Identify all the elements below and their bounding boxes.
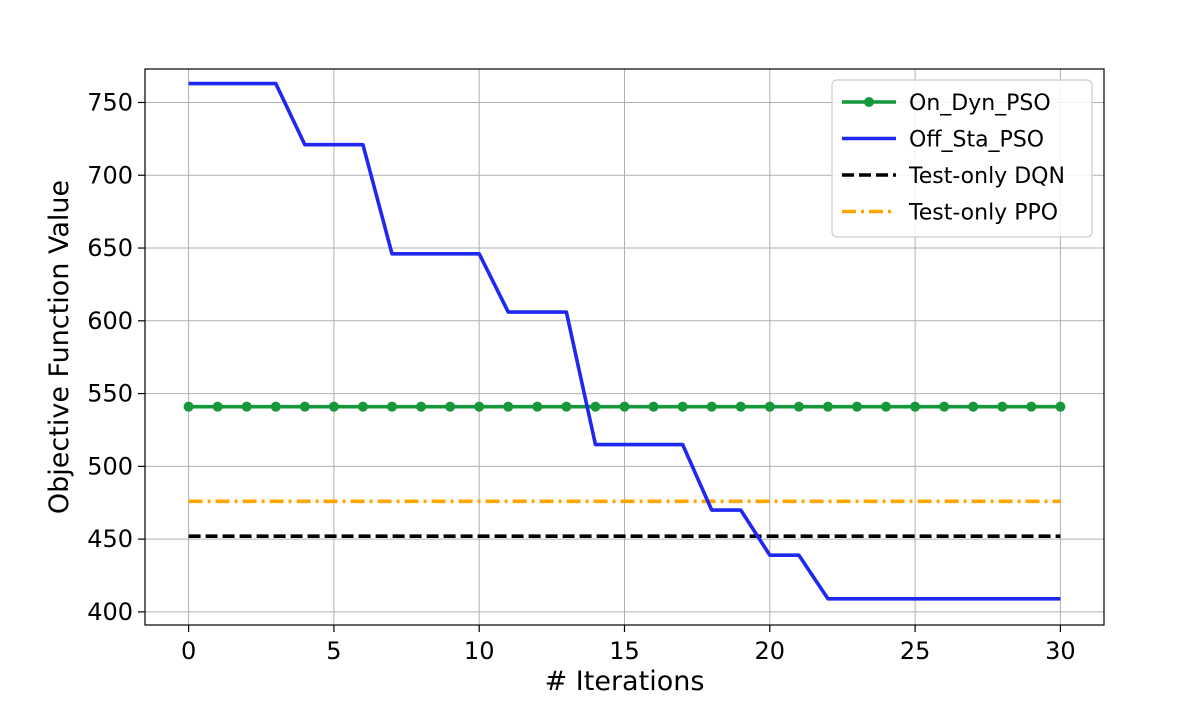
data-point-marker [299, 401, 310, 412]
data-point-marker [851, 401, 862, 412]
data-point-marker [793, 401, 804, 412]
legend-label: Test-only DQN [908, 164, 1065, 189]
data-point-marker [881, 401, 892, 412]
x-axis: 0 5 10 15 20 25 30 [181, 625, 1076, 665]
x-tick-label: 0 [181, 637, 196, 665]
x-axis-label: # Iterations [545, 666, 705, 697]
legend-label: Off_Sta_PSO [909, 128, 1044, 153]
y-tick-label: 750 [87, 88, 133, 116]
data-point-marker [735, 401, 746, 412]
y-tick-label: 550 [87, 380, 133, 408]
data-point-marker [677, 401, 688, 412]
data-point-marker [445, 401, 456, 412]
data-point-marker [619, 401, 630, 412]
data-point-marker [416, 401, 427, 412]
y-tick-label: 500 [87, 452, 133, 480]
x-tick-label: 10 [464, 637, 495, 665]
data-point-marker [1055, 401, 1066, 412]
legend-label: Test-only PPO [908, 201, 1058, 226]
data-point-marker [532, 401, 543, 412]
y-axis-label: Objective Function Value [44, 180, 75, 514]
series-layer [183, 81, 1066, 601]
data-point-marker [968, 401, 979, 412]
data-point-marker [590, 401, 601, 412]
data-point-marker [474, 401, 485, 412]
data-point-marker [183, 401, 194, 412]
data-point-marker [357, 401, 368, 412]
x-tick-label: 20 [755, 637, 786, 665]
data-point-marker [706, 401, 717, 412]
legend-label: On_Dyn_PSO [909, 91, 1051, 116]
data-point-marker [241, 401, 252, 412]
data-point-marker [822, 401, 833, 412]
data-point-marker [997, 401, 1008, 412]
x-tick-label: 30 [1045, 637, 1076, 665]
data-point-marker [561, 401, 572, 412]
y-tick-label: 600 [87, 307, 133, 335]
data-point-marker [387, 401, 398, 412]
data-point-marker [503, 401, 514, 412]
y-tick-label: 700 [87, 161, 133, 189]
legend-marker [864, 97, 874, 107]
y-axis: 400 450 500 550 600 650 700 750 [87, 88, 145, 626]
y-tick-label: 450 [87, 525, 133, 553]
data-point-marker [764, 401, 775, 412]
data-point-marker [328, 401, 339, 412]
legend-box [831, 79, 1093, 238]
data-point-marker [910, 401, 921, 412]
data-point-marker [212, 401, 223, 412]
y-tick-label: 650 [87, 234, 133, 262]
data-point-marker [939, 401, 950, 412]
x-tick-label: 5 [326, 637, 341, 665]
data-point-marker [1026, 401, 1037, 412]
x-tick-label: 15 [609, 637, 640, 665]
x-tick-label: 25 [900, 637, 931, 665]
data-point-marker [270, 401, 281, 412]
legend: On_Dyn_PSO Off_Sta_PSO Test-only DQN Test-o… [831, 79, 1093, 238]
data-point-marker [648, 401, 659, 412]
y-tick-label: 400 [87, 598, 133, 626]
series-line-off-sta-pso [188, 81, 1061, 601]
